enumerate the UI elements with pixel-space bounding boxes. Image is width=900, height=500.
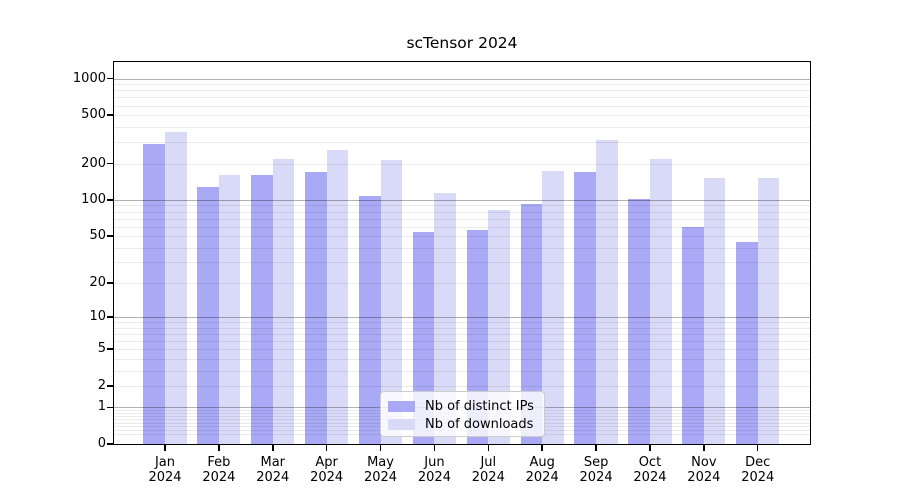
x-tick-mark (487, 444, 490, 451)
y-tick-mark (107, 77, 114, 80)
x-tick-label-sep: Sep 2024 (579, 455, 613, 485)
x-tick-label-aug: Aug 2024 (525, 455, 559, 485)
y-tick-mark (107, 162, 114, 165)
x-tick-mark (541, 444, 543, 451)
x-tick-label-apr: Apr 2024 (310, 455, 344, 485)
y-tick-label: 0 (97, 436, 106, 451)
x-tick-label-jan: Jan 2024 (148, 455, 182, 485)
x-tick-mark (595, 444, 597, 451)
bar-apr-downloads (326, 150, 349, 444)
bar-mar-distinct-ips (251, 175, 273, 444)
y-tick-mark (107, 385, 114, 387)
legend-item-distinct-ips: Nb of distinct IPs (388, 397, 536, 415)
y-tick-mark (107, 316, 114, 318)
legend-swatch-downloads (388, 418, 415, 430)
x-tick-label-jun: Jun 2024 (417, 455, 451, 485)
y-tick-mark (107, 199, 114, 201)
x-tick-mark (756, 444, 759, 451)
y-tick-label: 50 (89, 228, 106, 244)
legend-label-distinct-ips: Nb of distinct IPs (425, 398, 534, 414)
bar-mar-downloads (272, 158, 295, 444)
y-tick-label: 100 (81, 191, 106, 207)
bar-may-distinct-ips (358, 196, 381, 444)
bar-sep-downloads (596, 139, 618, 444)
y-tick-mark (107, 348, 114, 350)
x-tick-label-may: May 2024 (363, 455, 398, 485)
x-tick-label-feb: Feb 2024 (202, 455, 236, 485)
y-tick-label: 1000 (72, 70, 106, 86)
bar-may-downloads (380, 160, 403, 444)
y-tick-mark (107, 235, 114, 237)
x-tick-label-nov: Nov 2024 (687, 455, 721, 485)
x-tick-mark (218, 444, 220, 451)
y-tick-label: 500 (81, 107, 106, 123)
x-tick-mark (325, 444, 328, 451)
x-tick-label-oct: Oct 2024 (633, 455, 667, 485)
y-tick-label: 2 (97, 377, 106, 393)
y-tick-mark (107, 282, 114, 284)
bar-dec-distinct-ips (736, 241, 758, 444)
bar-apr-distinct-ips (305, 172, 327, 444)
bar-sep-distinct-ips (574, 172, 597, 444)
y-tick-mark (107, 443, 114, 445)
x-tick-mark (433, 444, 436, 451)
bar-oct-distinct-ips (628, 198, 650, 444)
bar-oct-downloads (649, 158, 672, 444)
y-tick-label: 20 (89, 274, 106, 290)
y-tick-label: 10 (89, 309, 106, 325)
y-tick-label: 1 (97, 399, 106, 415)
bar-jul-distinct-ips (466, 230, 489, 444)
x-tick-label-jul: Jul 2024 (471, 455, 505, 485)
bar-feb-distinct-ips (197, 186, 219, 444)
plot-area: Nb of distinct IPs Nb of downloads (113, 61, 811, 445)
y-tick-label: 5 (97, 341, 106, 357)
bar-jul-downloads (488, 210, 510, 444)
bar-nov-distinct-ips (682, 226, 704, 444)
bar-nov-downloads (703, 177, 726, 444)
x-tick-mark (379, 444, 382, 451)
legend-label-downloads: Nb of downloads (425, 416, 534, 432)
y-tick-mark (107, 114, 114, 116)
bar-feb-downloads (218, 175, 241, 444)
x-tick-mark (703, 444, 705, 451)
legend-swatch-distinct-ips (388, 400, 415, 412)
x-tick-mark (272, 444, 274, 451)
x-tick-mark (164, 444, 166, 451)
bar-jun-downloads (434, 192, 457, 444)
y-tick-mark (107, 406, 114, 409)
x-tick-label-dec: Dec 2024 (741, 455, 775, 485)
bar-jan-distinct-ips (143, 143, 165, 444)
y-tick-label: 200 (81, 155, 106, 171)
bar-jan-downloads (165, 131, 187, 444)
bar-aug-downloads (542, 171, 564, 444)
bar-dec-downloads (757, 177, 780, 444)
bar-aug-distinct-ips (520, 203, 543, 444)
x-tick-mark (649, 444, 651, 451)
legend-item-downloads: Nb of downloads (388, 415, 536, 433)
chart-title: scTensor 2024 (406, 34, 518, 52)
legend: Nb of distinct IPs Nb of downloads (380, 391, 545, 437)
bars-layer (114, 62, 810, 444)
x-tick-label-mar: Mar 2024 (256, 455, 290, 485)
